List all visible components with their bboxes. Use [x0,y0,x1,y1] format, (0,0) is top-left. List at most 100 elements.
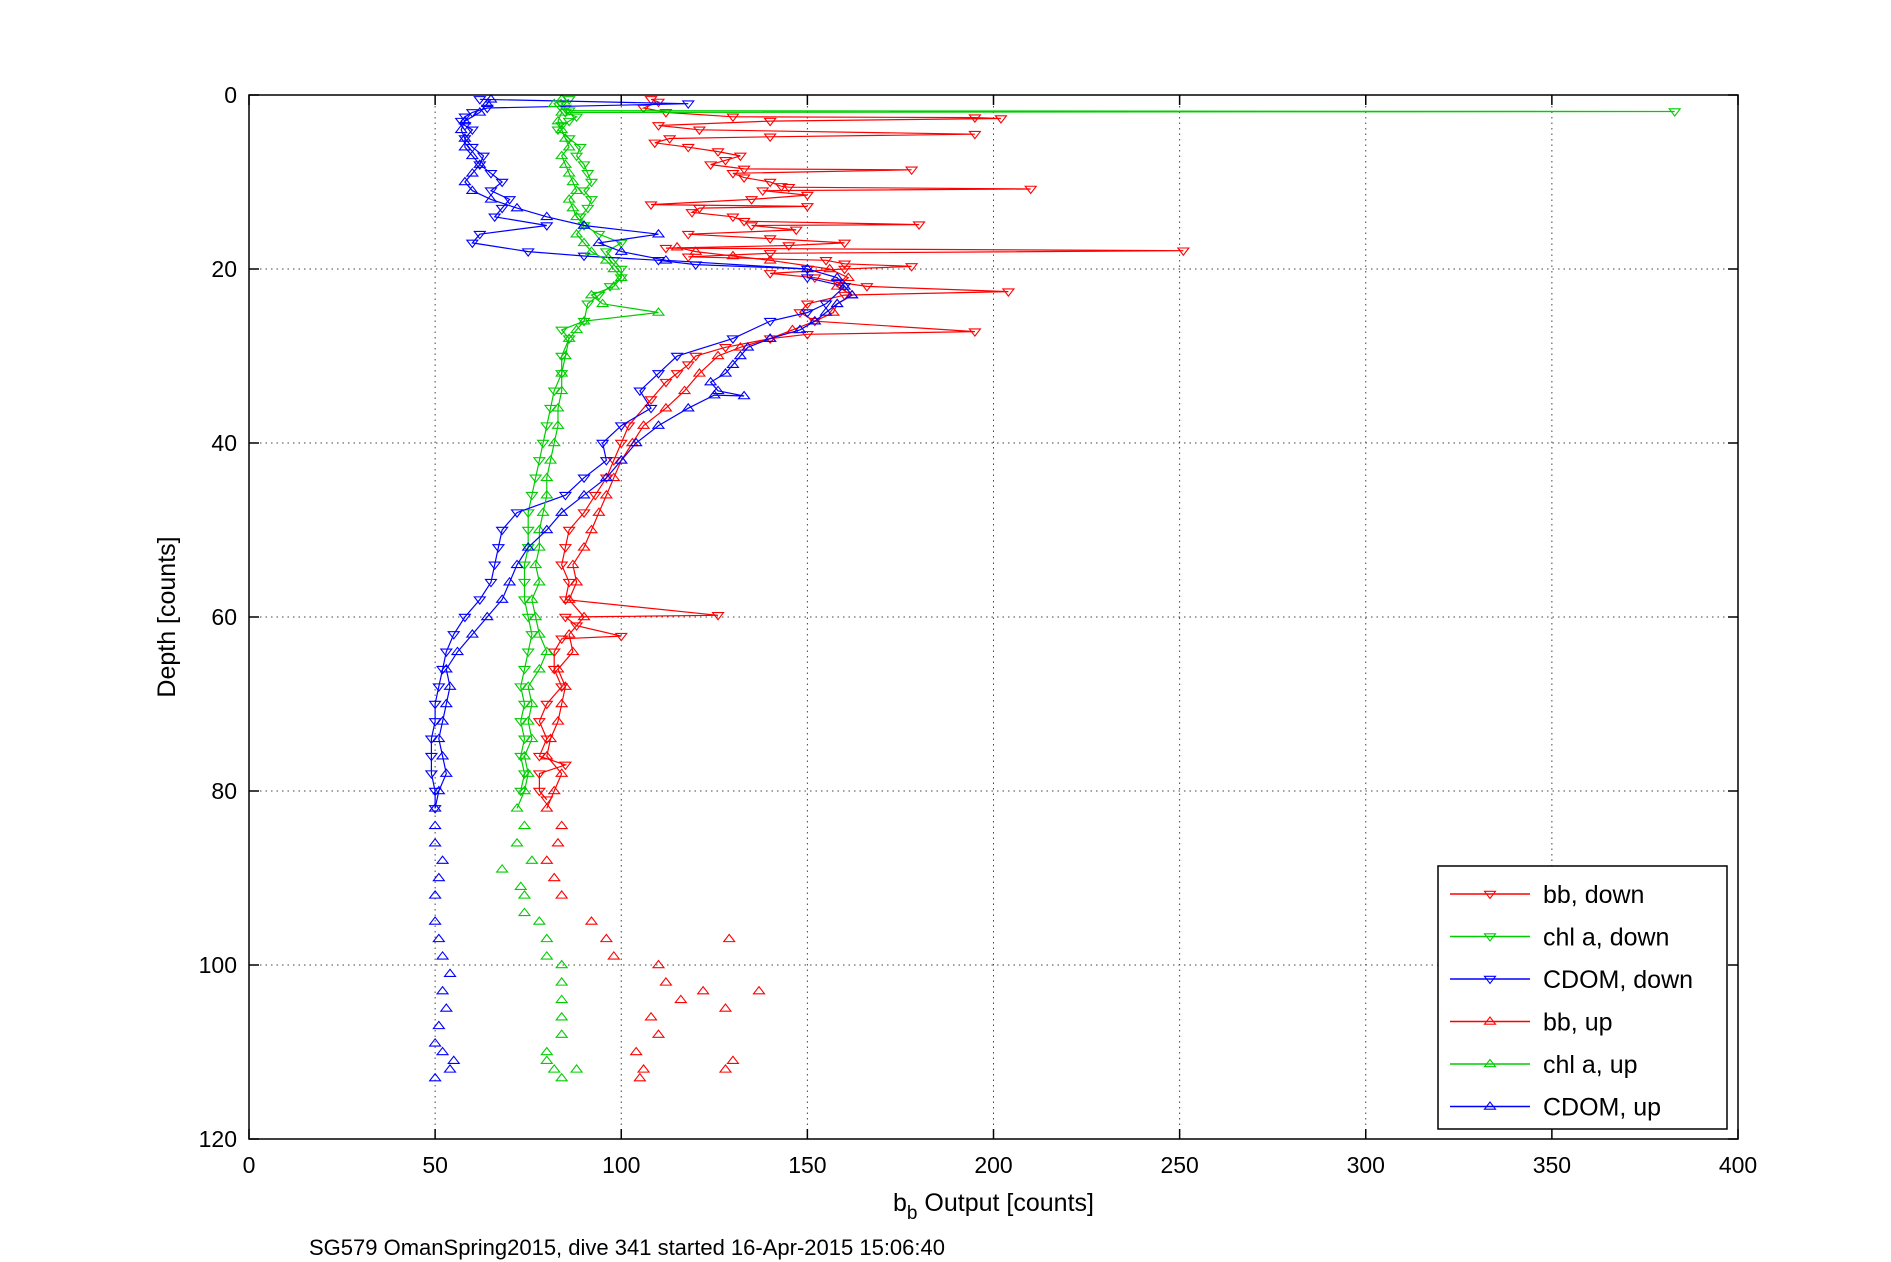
data-point [562,594,576,603]
data-point [841,272,855,281]
data-point [473,107,487,116]
data-point [566,202,580,212]
data-point [569,185,584,194]
x-tick-label: 100 [602,1152,640,1178]
data-point [599,248,613,257]
data-point [558,544,573,553]
legend-label: chl a, down [1543,924,1669,952]
data-point [629,1046,643,1056]
data-point [584,916,599,925]
data-point [555,352,569,362]
data-point [659,244,673,254]
data-point [562,335,576,344]
data-point [480,98,494,107]
data-point [711,611,725,621]
data-point [692,368,707,377]
data-point [558,596,573,605]
data-point [540,646,554,656]
data-point [532,663,546,673]
data-point [763,254,777,264]
data-point [465,629,479,638]
data-point [458,113,472,123]
data-point [636,1064,651,1073]
data-point [517,890,532,899]
data-point [432,785,446,795]
data-point [629,437,643,447]
data-point [569,152,584,162]
data-point [808,315,822,325]
data-point [614,272,628,281]
data-point [562,107,576,117]
data-point [521,526,535,536]
data-point [651,1029,666,1038]
data-point [774,183,788,192]
data-point [428,1072,442,1082]
data-point [432,933,446,943]
data-point [514,881,528,890]
data-point [517,665,532,675]
data-point [484,187,498,197]
data-point [555,93,569,103]
data-point [540,803,554,812]
y-tick-label: 20 [211,256,237,282]
data-point [577,315,591,325]
data-point [569,211,584,221]
data-point [692,204,707,214]
legend-box [1437,865,1728,1130]
data-point [439,698,453,708]
data-point [525,491,539,501]
data-point [577,611,591,621]
data-point [543,733,558,743]
data-point [860,283,874,292]
data-point [1176,247,1190,257]
data-point [547,98,561,107]
data-point [558,491,573,501]
data-point [689,246,703,255]
data-point [670,370,684,379]
data-point [800,191,814,201]
data-point [793,324,807,334]
data-point [540,735,554,745]
data-point [614,246,628,255]
data-point [912,221,926,230]
data-point [510,837,524,847]
data-point [596,439,610,449]
data-point [473,596,487,605]
data-point [722,933,736,943]
data-point [800,300,814,310]
data-point [555,635,569,645]
y-tick-label: 120 [199,1126,237,1152]
data-point [543,455,558,464]
data-point [763,250,777,259]
data-point [540,855,554,864]
data-point [447,1055,461,1064]
data-point [510,803,524,812]
data-point [823,263,837,273]
data-point [614,632,628,642]
data-point [532,457,546,466]
data-point [592,237,606,247]
data-point [588,491,602,501]
data-point [577,509,591,518]
data-point [428,837,442,847]
data-point [435,750,450,760]
data-point [614,422,628,431]
data-point [517,750,532,760]
data-point [569,113,584,123]
data-point [737,174,751,184]
data-point [547,1064,561,1073]
data-point [968,328,982,337]
data-point [968,114,982,123]
data-point [555,385,569,395]
data-point [424,770,439,779]
data-point [577,237,591,247]
data-point [521,768,535,777]
data-point [428,890,442,899]
data-point [562,194,576,203]
data-point [819,300,833,310]
series-chl-a-down [514,96,1682,797]
data-point [566,646,580,656]
x-tick-label: 350 [1533,1152,1571,1178]
data-point [555,698,569,708]
data-point [551,115,565,125]
